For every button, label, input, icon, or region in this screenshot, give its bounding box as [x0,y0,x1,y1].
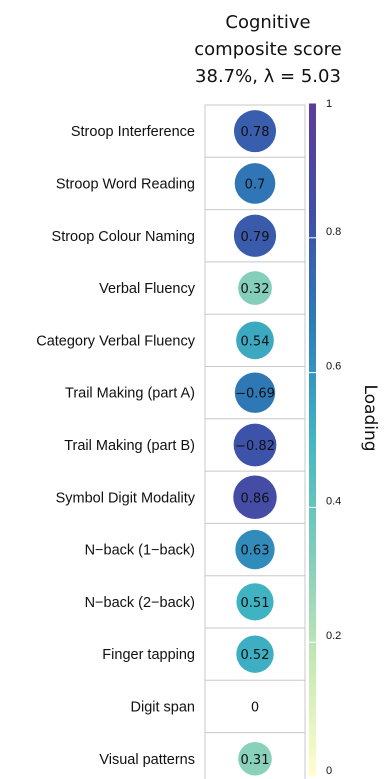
title-line-2: composite score [194,39,341,60]
title-line-1: Cognitive [225,12,310,33]
row-label: Stroop Word Reading [56,176,195,192]
loading-bubble [238,271,272,305]
colorbar-tick-label: 0.6 [326,361,341,373]
value-label: 0.31 [241,753,270,768]
row-label: N−back (1−back) [85,543,195,559]
loading-bubble [235,529,275,570]
loading-bubble [233,214,277,257]
loading-bubble [233,475,277,519]
title-line-3: 38.7%, λ = 5.03 [195,66,341,87]
loading-bubble [236,635,274,673]
value-label: 0.7 [245,177,266,192]
grid-frame [204,104,306,779]
value-label: −0.82 [235,439,275,454]
value-label: 0.32 [241,282,270,297]
row-label: Finger tapping [102,647,195,663]
colorbar: 0 0.2 0.4 0.6 0.8 1 Loading [309,98,380,778]
value-label: 0.63 [241,544,270,559]
colorbar-tick-label: 0.8 [326,226,341,238]
colorbar-tick-label: 1 [326,98,332,110]
row-label: Category Verbal Fluency [36,333,196,349]
row-label: N−back (2−back) [85,595,195,611]
value-label: −0.69 [235,387,275,402]
row-label: Stroop Colour Naming [52,229,195,245]
value-label: 0.54 [241,334,270,349]
chart-title: Cognitive composite score 38.7%, λ = 5.03 [194,12,341,87]
row-label: Verbal Fluency [99,281,196,297]
colorbar-tick-label: 0.2 [326,630,341,642]
colorbar-tick-label: 0.4 [326,495,341,507]
row-label: Trail Making (part B) [64,438,195,454]
row-label: Digit span [131,699,195,715]
loading-bubble [234,163,276,204]
value-label: 0.52 [241,648,270,663]
loading-bubble [236,321,274,360]
loading-bubble [234,372,276,413]
row-label: Trail Making (part A) [65,386,195,402]
colorbar-title: Loading [360,384,380,451]
value-label: 0.79 [241,230,270,245]
row-label: Symbol Digit Modality [56,490,196,506]
value-label: 0 [251,700,259,715]
loading-bubble [233,110,277,153]
value-label: 0.51 [241,596,270,611]
value-label: 0.78 [241,125,270,140]
loading-bubble [238,741,272,776]
row-label: Visual patterns [99,752,195,768]
value-label: 0.86 [241,491,270,506]
row-label: Stroop Interference [71,124,195,140]
row-grid: Stroop Interference 0.78 Stroop Word Readi… [36,104,306,779]
colorbar-tick-label: 0 [326,765,332,777]
loading-bubble [236,583,274,621]
colorbar-gradient [309,103,316,777]
loading-bubble [233,423,277,467]
